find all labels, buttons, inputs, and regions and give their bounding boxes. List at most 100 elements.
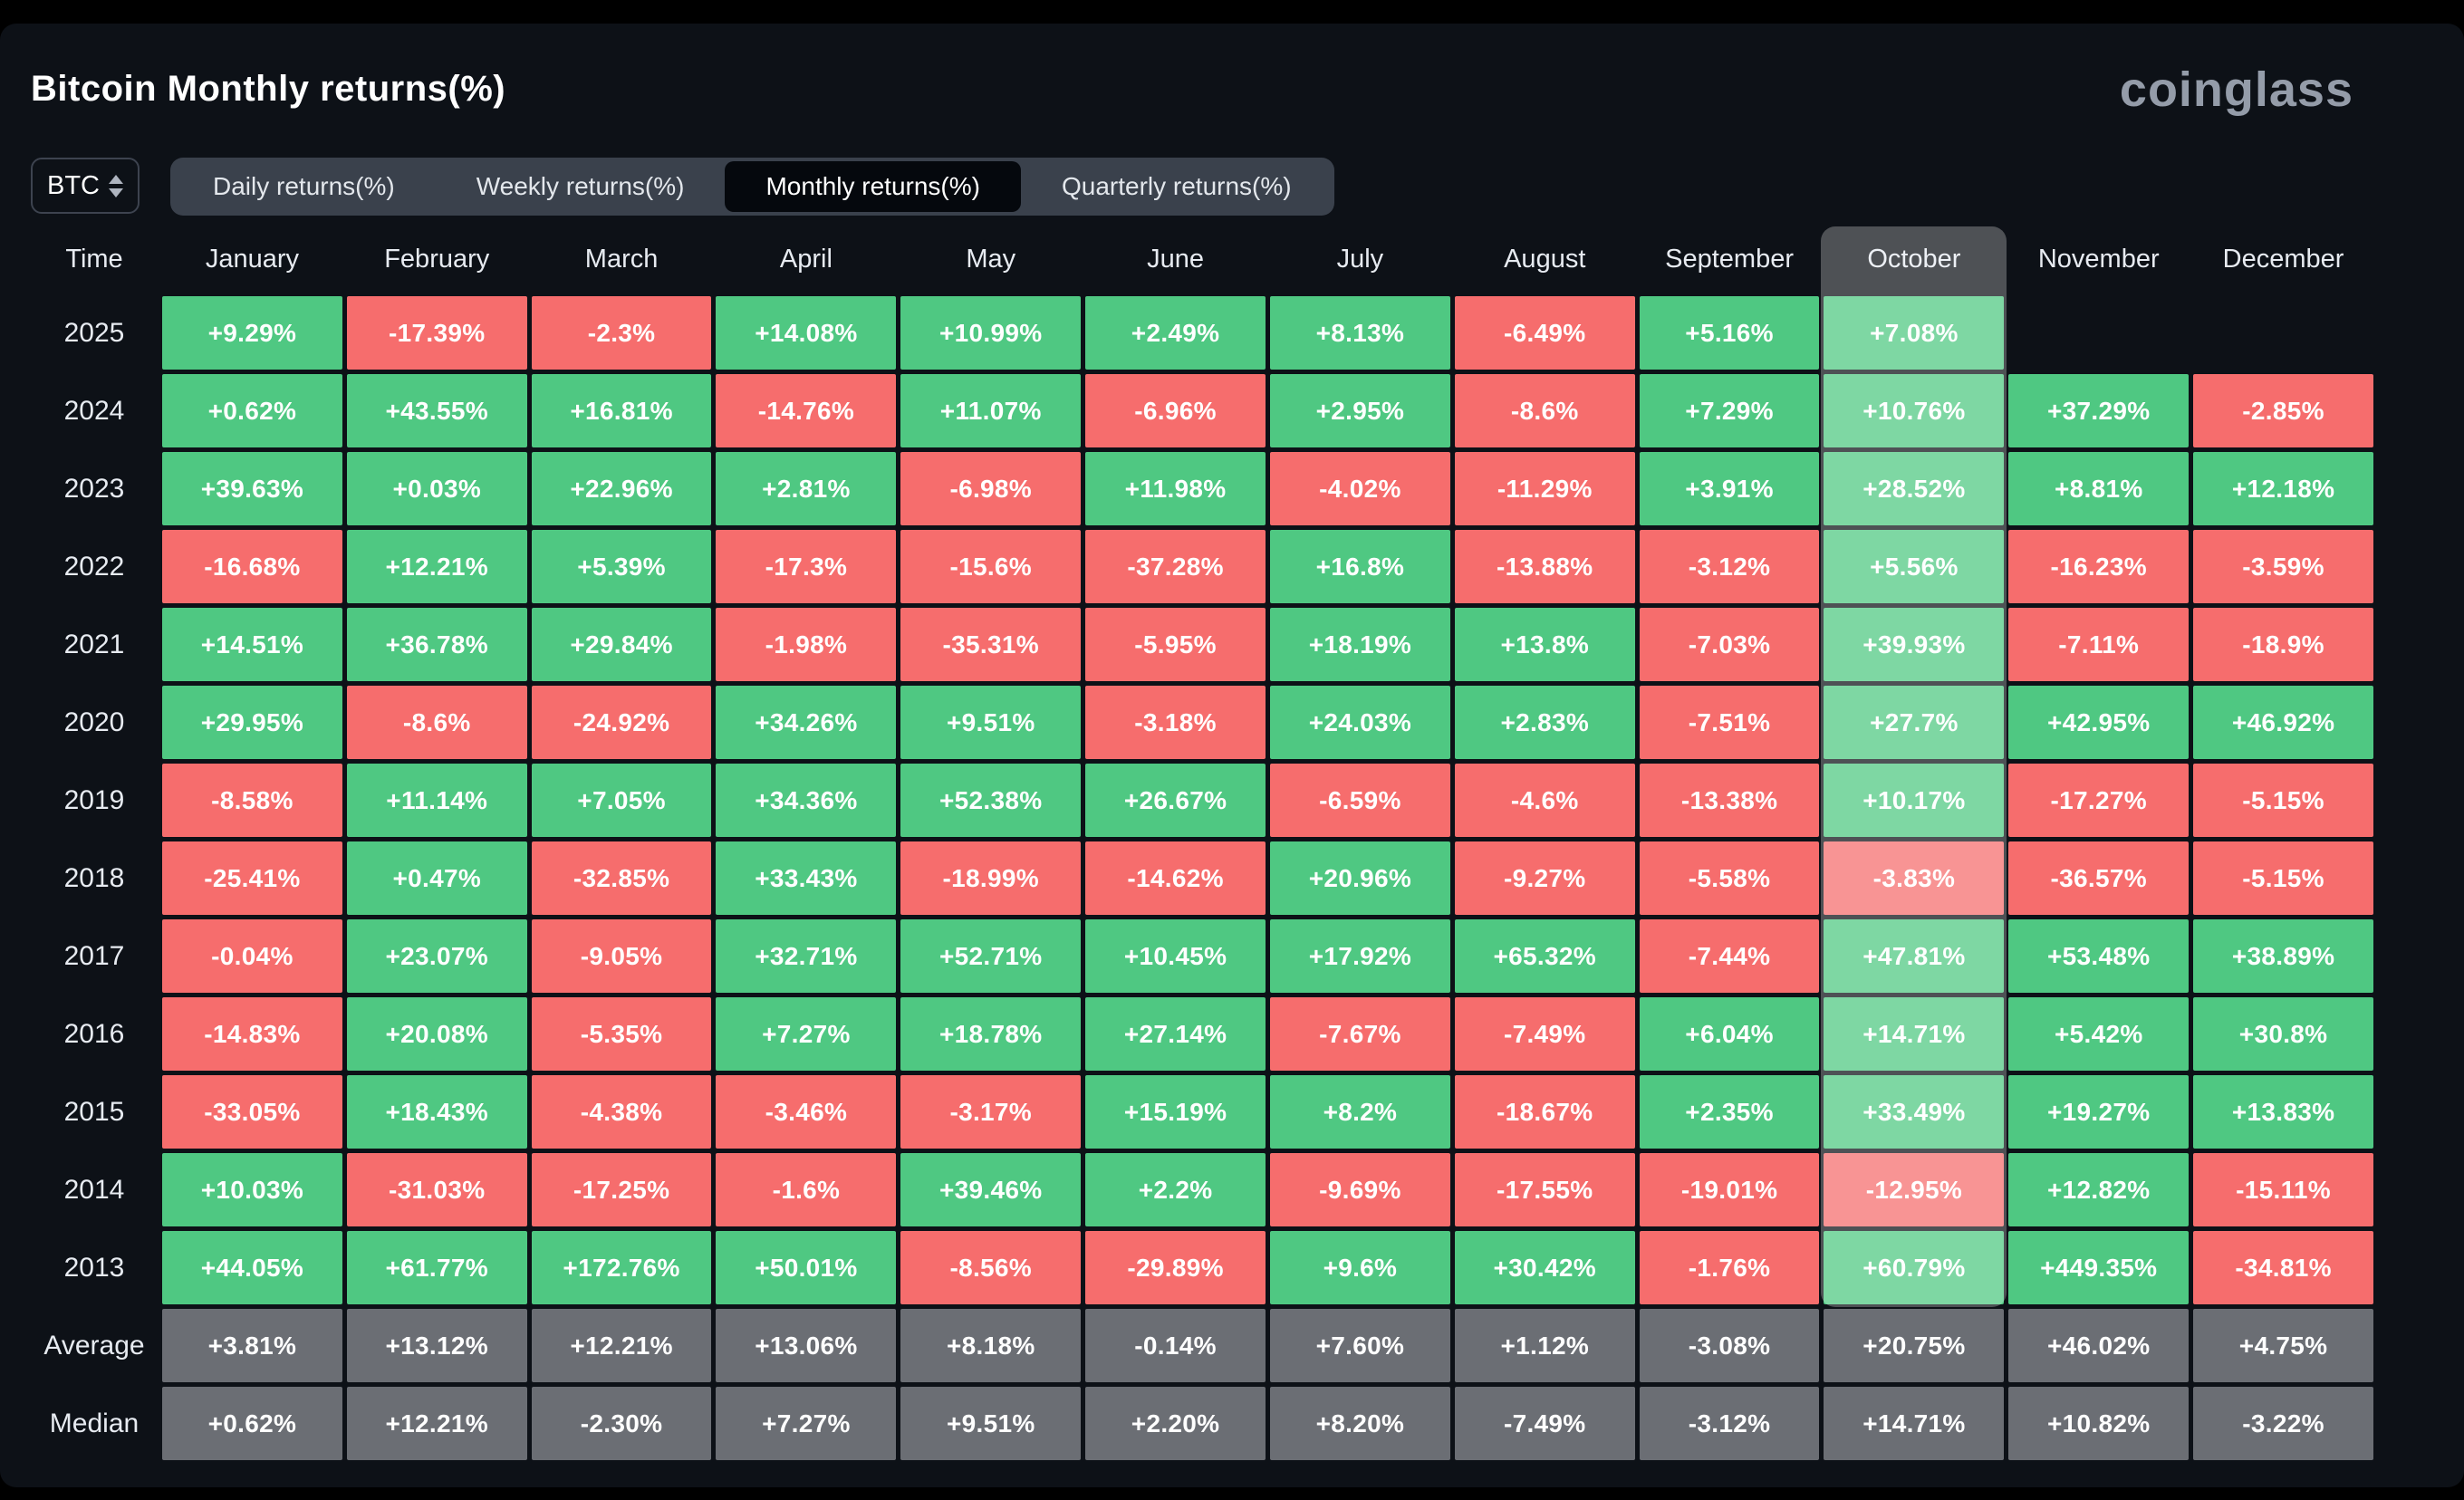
return-cell: -7.67% <box>1269 997 1450 1071</box>
return-cell: -7.49% <box>1454 1387 1635 1460</box>
row-label-2013: 2013 <box>63 1252 125 1283</box>
return-cell: +10.82% <box>2008 1387 2190 1460</box>
return-cell: -18.99% <box>900 841 1082 915</box>
return-cell: +6.04% <box>1639 997 1820 1071</box>
return-cell: -3.08% <box>1639 1309 1820 1382</box>
return-cell: -3.17% <box>900 1075 1082 1149</box>
return-cell: +12.21% <box>346 530 527 603</box>
return-cell: +0.03% <box>346 452 527 525</box>
return-cell: -17.39% <box>346 296 527 370</box>
return-cell: -13.88% <box>1454 530 1635 603</box>
return-cell: +9.6% <box>1269 1231 1450 1304</box>
column-header-september: September <box>1665 244 1794 274</box>
return-cell: -3.83% <box>1824 841 2005 915</box>
return-cell: +46.02% <box>2008 1309 2190 1382</box>
return-cell: +46.92% <box>2193 686 2373 759</box>
return-cell: -15.6% <box>900 530 1082 603</box>
return-cell: +7.29% <box>1639 374 1820 447</box>
return-cell: -5.35% <box>531 997 712 1071</box>
return-cell: +11.98% <box>1085 452 1266 525</box>
return-cell: -14.62% <box>1085 841 1266 915</box>
row-label-2021: 2021 <box>63 629 125 659</box>
return-cell: +1.12% <box>1454 1309 1635 1382</box>
return-cell: +172.76% <box>531 1231 712 1304</box>
tab-weekly-returns[interactable]: Weekly returns(%) <box>476 172 685 200</box>
return-cell: +10.17% <box>1824 764 2005 837</box>
return-cell: +8.18% <box>900 1309 1082 1382</box>
symbol-select-value: BTC <box>47 170 100 200</box>
return-cell: +0.47% <box>346 841 527 915</box>
return-cell: +14.71% <box>1824 997 2005 1071</box>
return-cell: -7.51% <box>1639 686 1820 759</box>
return-cell: +13.8% <box>1454 608 1635 681</box>
return-cell: +65.32% <box>1454 919 1635 993</box>
row-label-2020: 2020 <box>63 707 125 737</box>
main-panel: Bitcoin Monthly returns(%) coinglass BTC… <box>0 24 2464 1487</box>
return-cell: +3.81% <box>162 1309 342 1382</box>
symbol-select[interactable]: BTC <box>31 158 140 214</box>
return-cell: -7.49% <box>1454 997 1635 1071</box>
return-cell: +18.78% <box>900 997 1082 1071</box>
return-cell: +14.08% <box>716 296 897 370</box>
return-cell: +29.84% <box>531 608 712 681</box>
return-cell: +50.01% <box>716 1231 897 1304</box>
return-cell: +18.43% <box>346 1075 527 1149</box>
return-cell: -2.30% <box>531 1387 712 1460</box>
column-header-june: June <box>1147 244 1205 274</box>
return-cell: -5.15% <box>2193 764 2373 837</box>
return-cell: +61.77% <box>346 1231 527 1304</box>
return-cell: -4.38% <box>531 1075 712 1149</box>
return-cell: +2.83% <box>1454 686 1635 759</box>
return-cell: -18.9% <box>2193 608 2373 681</box>
return-cell: -14.83% <box>162 997 342 1071</box>
return-cell: -6.49% <box>1454 296 1635 370</box>
return-cell: +19.27% <box>2008 1075 2190 1149</box>
return-cell: -0.04% <box>162 919 342 993</box>
return-cell: +8.20% <box>1269 1387 1450 1460</box>
return-cell: +15.19% <box>1085 1075 1266 1149</box>
return-cell: +13.12% <box>346 1309 527 1382</box>
tab-monthly-returns[interactable]: Monthly returns(%) <box>725 161 1021 212</box>
column-header-december: December <box>2222 244 2344 274</box>
return-cell: -16.68% <box>162 530 342 603</box>
return-cell: -32.85% <box>531 841 712 915</box>
tab-quarterly-returns[interactable]: Quarterly returns(%) <box>1061 172 1292 200</box>
return-cell: +33.43% <box>716 841 897 915</box>
return-cell: +16.8% <box>1269 530 1450 603</box>
return-cell: +13.06% <box>716 1309 897 1382</box>
return-cell: -3.22% <box>2193 1387 2373 1460</box>
return-cell: +39.63% <box>162 452 342 525</box>
row-label-2025: 2025 <box>63 317 125 348</box>
return-cell: +11.14% <box>346 764 527 837</box>
return-cell: +12.18% <box>2193 452 2373 525</box>
row-label-average: Average <box>43 1330 145 1361</box>
return-cell: +7.08% <box>1824 296 2005 370</box>
return-cell: +8.2% <box>1269 1075 1450 1149</box>
return-cell: -37.28% <box>1085 530 1266 603</box>
return-cell: +2.95% <box>1269 374 1450 447</box>
return-cell: +20.08% <box>346 997 527 1071</box>
return-cell: +39.46% <box>900 1153 1082 1226</box>
return-cell: -1.76% <box>1639 1231 1820 1304</box>
return-cell: +10.76% <box>1824 374 2005 447</box>
tab-daily-returns[interactable]: Daily returns(%) <box>213 172 395 200</box>
return-cell: +10.03% <box>162 1153 342 1226</box>
return-cell: -31.03% <box>346 1153 527 1226</box>
return-cell: +43.55% <box>346 374 527 447</box>
return-cell: -7.03% <box>1639 608 1820 681</box>
row-label-2024: 2024 <box>63 395 125 426</box>
return-cell: -6.98% <box>900 452 1082 525</box>
return-cell: -3.59% <box>2193 530 2373 603</box>
column-header-may: May <box>966 244 1016 274</box>
return-cell: +3.91% <box>1639 452 1820 525</box>
return-cell: +30.42% <box>1454 1231 1635 1304</box>
return-cell: +36.78% <box>346 608 527 681</box>
return-cell: +52.71% <box>900 919 1082 993</box>
return-cell: -36.57% <box>2008 841 2190 915</box>
return-cell: -12.95% <box>1824 1153 2005 1226</box>
return-cell: +9.51% <box>900 1387 1082 1460</box>
return-cell: -7.44% <box>1639 919 1820 993</box>
row-label-2023: 2023 <box>63 473 125 504</box>
return-cell: -5.15% <box>2193 841 2373 915</box>
return-cell: +4.75% <box>2193 1309 2373 1382</box>
